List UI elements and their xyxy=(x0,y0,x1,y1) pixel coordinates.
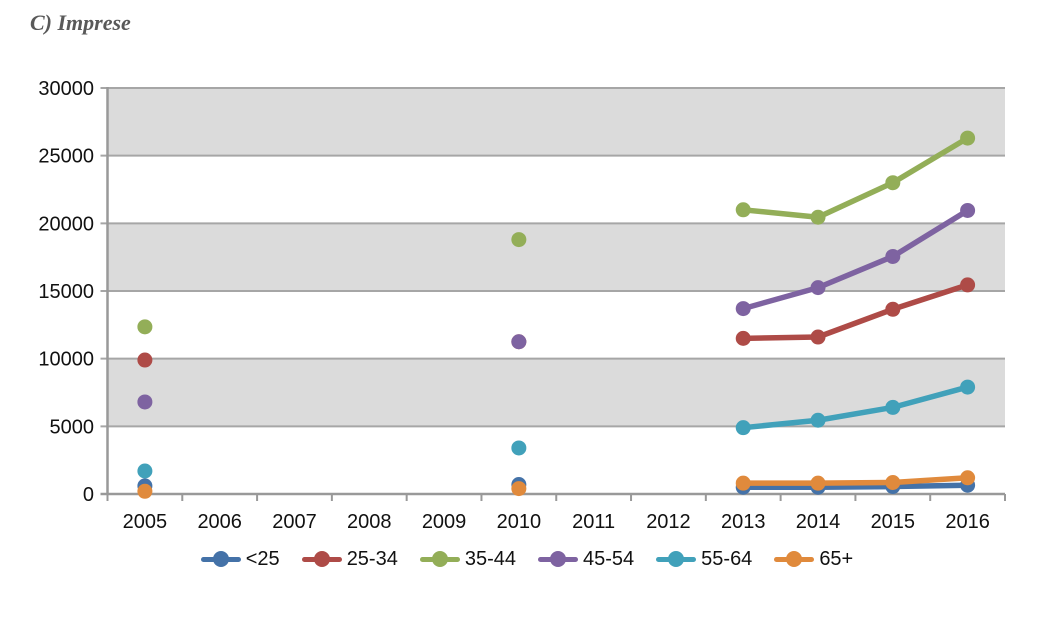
x-axis-tick-label: 2009 xyxy=(422,511,467,533)
series-line xyxy=(740,475,971,486)
x-axis-tick-label: 2007 xyxy=(272,511,317,533)
legend-label: 45-54 xyxy=(583,548,635,570)
series-line xyxy=(740,135,971,220)
plot-band xyxy=(107,358,1005,427)
legend-marker-icon xyxy=(200,551,241,567)
y-axis-tick-label: 15000 xyxy=(38,281,94,303)
data-point xyxy=(137,463,153,479)
data-point xyxy=(137,483,153,499)
legend-marker-icon xyxy=(538,551,578,567)
x-axis-tick-label: 2014 xyxy=(796,511,841,533)
data-point xyxy=(810,475,826,491)
plot-band xyxy=(107,223,1005,291)
data-point xyxy=(735,301,751,317)
data-point xyxy=(885,474,901,490)
x-axis-tick-label: 2013 xyxy=(721,511,766,533)
x-axis-tick-label: 2016 xyxy=(945,511,990,533)
plot-band xyxy=(107,88,1005,156)
x-axis-tick-label: 2011 xyxy=(572,511,615,533)
data-point xyxy=(810,280,826,296)
legend-item: <25 xyxy=(200,548,280,570)
data-point xyxy=(810,412,826,428)
legend-item: 65+ xyxy=(774,549,853,569)
data-point xyxy=(735,330,751,346)
data-point xyxy=(511,481,527,497)
data-point xyxy=(137,319,153,335)
data-point xyxy=(960,202,976,218)
x-axis-tick-label: 2012 xyxy=(646,511,691,533)
legend-item: 25-34 xyxy=(301,548,398,570)
data-point xyxy=(735,420,751,436)
x-axis-tick-label: 2006 xyxy=(197,511,242,533)
data-point xyxy=(960,379,976,395)
y-axis-tick-label: 0 xyxy=(83,484,94,506)
legend-marker-icon xyxy=(301,551,342,567)
x-axis-tick-label: 2008 xyxy=(347,511,392,533)
data-point xyxy=(137,352,153,368)
legend-label: 35-44 xyxy=(464,548,516,570)
data-point xyxy=(137,394,153,410)
series-line xyxy=(740,482,971,490)
data-point xyxy=(885,301,901,317)
legend-item: 45-54 xyxy=(538,549,634,569)
legend-label: 25-34 xyxy=(346,548,398,570)
data-point xyxy=(960,470,976,486)
legend-label: 55-64 xyxy=(701,548,753,570)
data-point xyxy=(885,399,901,415)
legend-marker-icon xyxy=(774,551,815,567)
x-axis-tick-label: 2015 xyxy=(871,511,916,533)
y-axis-tick-label: 25000 xyxy=(38,146,94,168)
legend-label: 65+ xyxy=(819,548,854,570)
legend-marker-icon xyxy=(419,551,460,567)
data-point xyxy=(810,329,826,345)
y-axis-tick-label: 5000 xyxy=(50,416,95,438)
legend-marker-icon xyxy=(656,551,697,567)
y-axis-tick-label: 20000 xyxy=(38,213,94,235)
series-line xyxy=(740,282,971,342)
x-axis-tick-label: 2010 xyxy=(497,511,542,533)
chart-legend: <25 25-34 35-44 45-54 55-64 65+ xyxy=(0,549,1054,569)
x-axis-tick-label: 2005 xyxy=(123,511,168,533)
data-point xyxy=(735,475,751,491)
data-point xyxy=(810,209,826,225)
legend-label: <25 xyxy=(245,548,280,570)
legend-item: 55-64 xyxy=(656,549,752,569)
data-point xyxy=(511,232,527,248)
data-point xyxy=(885,248,901,264)
data-point xyxy=(885,175,901,191)
data-point xyxy=(511,334,527,350)
data-point xyxy=(960,130,976,146)
data-point xyxy=(735,202,751,218)
legend-item: 35-44 xyxy=(419,548,516,570)
data-point xyxy=(511,440,527,456)
y-axis-tick-label: 30000 xyxy=(38,78,94,100)
series-line xyxy=(740,384,971,431)
y-axis-tick-label: 10000 xyxy=(38,349,94,371)
series-line xyxy=(740,207,971,312)
data-point xyxy=(960,277,976,293)
chart-title: C) Imprese xyxy=(30,10,131,35)
